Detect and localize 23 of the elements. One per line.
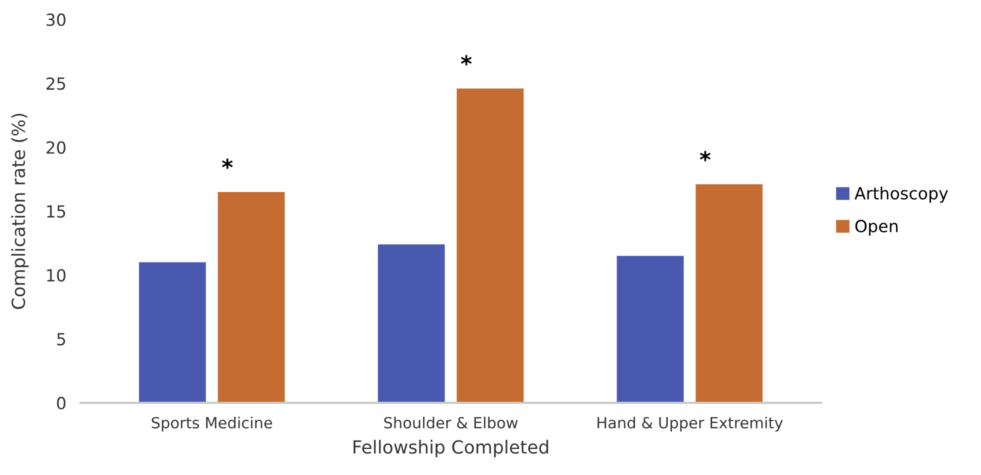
x-tick-label: Sports Medicine: [152, 416, 272, 432]
y-tick-label: 30: [46, 13, 66, 26]
y-tick-label: 10: [47, 268, 66, 282]
x-axis-title: Fellowship Completed: [354, 440, 548, 458]
x-tick-label: Shoulder & Elbow: [384, 416, 518, 429]
y-tick-label: 15: [47, 205, 66, 218]
y-tick-label: 5: [57, 333, 66, 346]
y-tick-label: 0: [57, 396, 66, 410]
x-tick-label: Hand & Upper Extremity: [598, 416, 783, 432]
annotation: *: [700, 150, 711, 162]
bar: [616, 256, 684, 403]
bar: [378, 244, 445, 403]
bar: [138, 262, 206, 403]
legend-label: Arthoscopy: [854, 186, 948, 203]
y-axis-title: Complication rate (%): [11, 114, 29, 309]
bar: [218, 192, 285, 403]
y-tick-label: 25: [46, 77, 66, 90]
bar: [456, 88, 524, 403]
annotation: *: [222, 158, 233, 169]
y-tick-label: 20: [46, 141, 66, 154]
bar: [696, 184, 763, 403]
legend-label: Open: [855, 220, 898, 236]
annotation: *: [460, 55, 472, 66]
